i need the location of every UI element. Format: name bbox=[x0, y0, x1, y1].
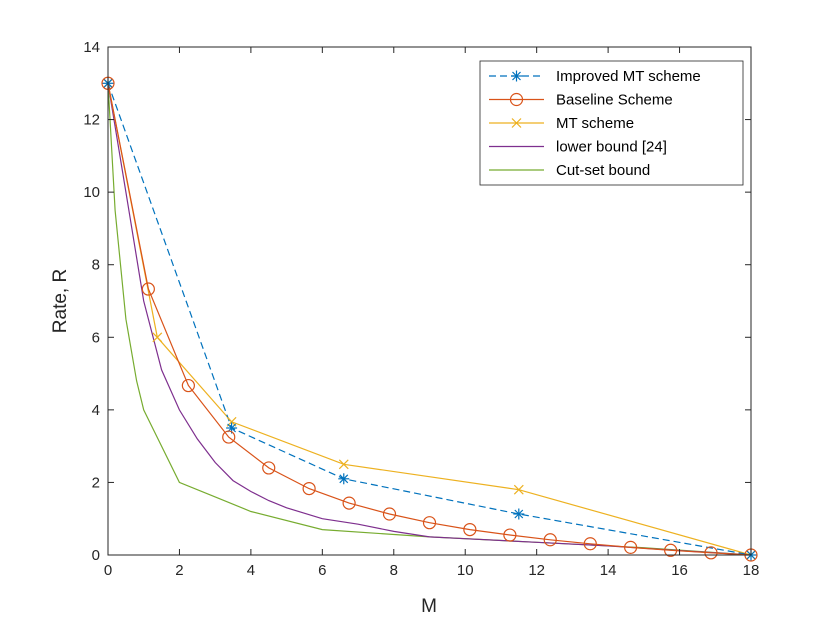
legend-marker-improved-mt-scheme bbox=[511, 70, 522, 82]
x-tick-label: 10 bbox=[457, 562, 474, 579]
y-tick-label: 2 bbox=[92, 474, 100, 491]
x-axis-label: M bbox=[421, 596, 437, 617]
legend-label-cut-set-bound: Cut-set bound bbox=[556, 162, 650, 179]
legend-label-lower-bound-24: lower bound [24] bbox=[556, 139, 667, 156]
marker-baseline-scheme bbox=[543, 533, 557, 547]
series-line-lower-bound-24 bbox=[107, 83, 752, 556]
x-tick-label: 12 bbox=[528, 562, 545, 579]
marker-baseline-scheme bbox=[342, 496, 356, 510]
marker-baseline-scheme bbox=[664, 543, 678, 557]
marker-baseline-scheme bbox=[141, 282, 155, 296]
x-tick-label: 4 bbox=[247, 562, 255, 579]
marker-baseline-scheme bbox=[583, 537, 597, 551]
marker-baseline-scheme bbox=[624, 540, 638, 554]
legend-marker-baseline-scheme bbox=[509, 92, 524, 107]
marker-baseline-scheme bbox=[422, 516, 437, 530]
y-tick-label: 6 bbox=[92, 329, 100, 346]
legend-label-baseline-scheme: Baseline Scheme bbox=[556, 92, 673, 109]
y-axis-ticks: 0 2 4 6 8 10 12 14 bbox=[83, 39, 751, 564]
x-tick-label: 14 bbox=[600, 562, 617, 579]
marker-baseline-scheme bbox=[302, 481, 316, 496]
x-axis-ticks: 0 2 4 6 8 10 12 14 16 18 bbox=[104, 47, 760, 579]
marker-improved-mt-scheme bbox=[513, 508, 525, 520]
marker-mt-scheme bbox=[513, 484, 524, 495]
y-tick-label: 12 bbox=[83, 112, 100, 129]
series-line-baseline-scheme bbox=[107, 83, 752, 556]
marker-baseline-scheme bbox=[704, 546, 718, 560]
marker-baseline-scheme bbox=[181, 378, 195, 393]
marker-baseline-scheme bbox=[463, 522, 477, 537]
marker-baseline-scheme bbox=[262, 461, 276, 475]
x-tick-label: 6 bbox=[318, 562, 326, 579]
legend-marker-mt-scheme bbox=[511, 118, 522, 128]
y-tick-label: 14 bbox=[83, 39, 100, 56]
x-tick-label: 2 bbox=[175, 562, 183, 579]
legend-label-improved-mt-scheme: Improved MT scheme bbox=[556, 68, 701, 85]
marker-baseline-scheme bbox=[222, 430, 236, 444]
y-tick-label: 0 bbox=[92, 547, 100, 564]
y-axis-label: Rate, R bbox=[50, 269, 71, 333]
marker-baseline-scheme bbox=[503, 528, 517, 542]
y-tick-label: 10 bbox=[83, 184, 100, 201]
x-tick-label: 16 bbox=[671, 562, 688, 579]
plot-frame bbox=[107, 46, 752, 556]
y-tick-label: 4 bbox=[92, 402, 100, 419]
x-tick-label: 18 bbox=[743, 562, 760, 579]
markers-layer bbox=[101, 76, 758, 562]
marker-mt-scheme bbox=[338, 459, 349, 470]
y-tick-label: 8 bbox=[92, 257, 100, 274]
legend-label-mt-scheme: MT scheme bbox=[556, 115, 634, 132]
x-tick-label: 0 bbox=[104, 562, 112, 579]
x-tick-label: 8 bbox=[390, 562, 398, 579]
marker-baseline-scheme bbox=[382, 507, 397, 521]
marker-improved-mt-scheme bbox=[338, 473, 350, 485]
marker-mt-scheme bbox=[152, 332, 163, 343]
legend: Improved MT scheme Baseline Scheme MT sche… bbox=[479, 60, 744, 186]
